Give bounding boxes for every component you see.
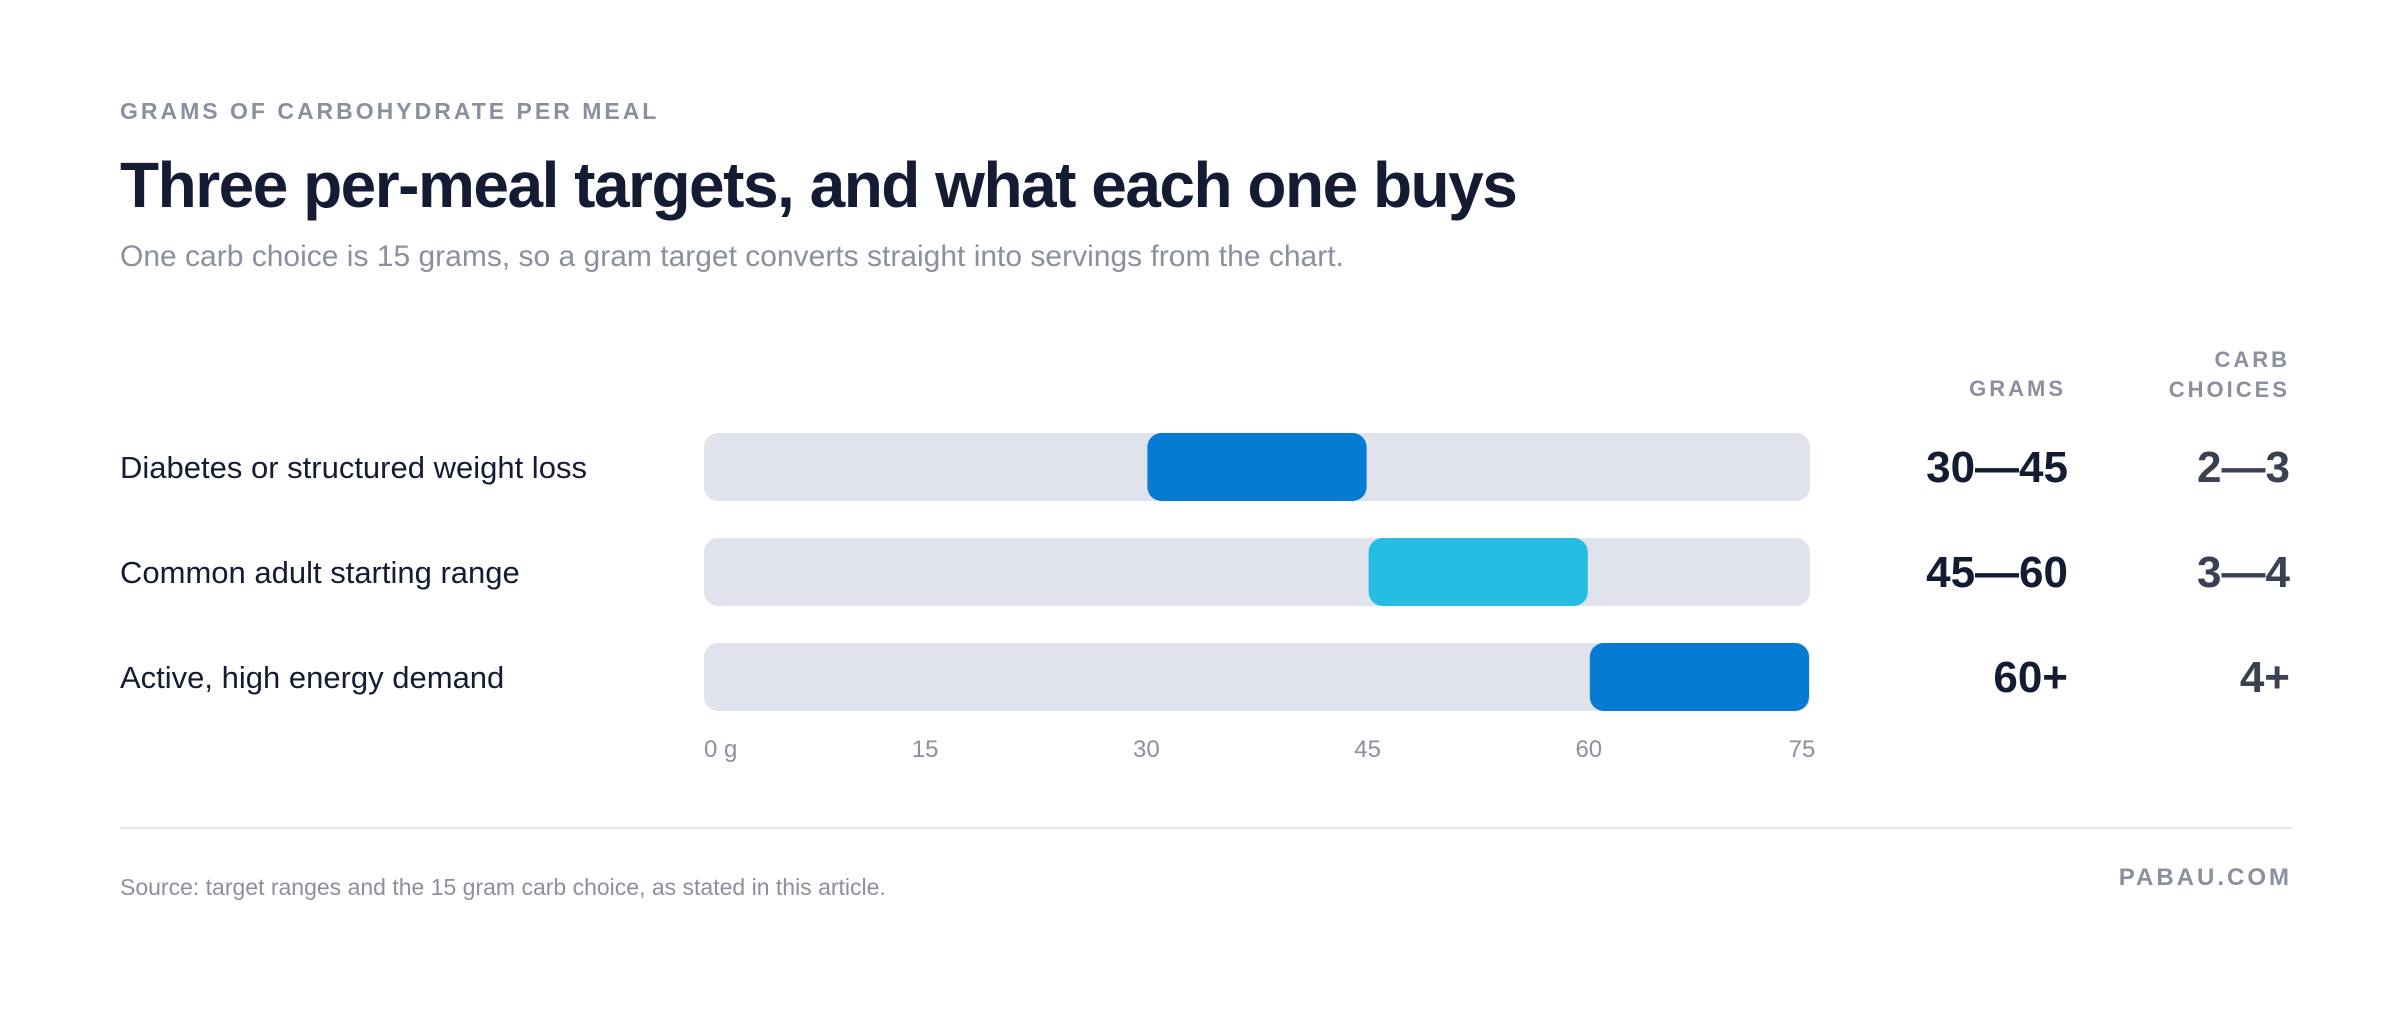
grams-value-diabetes: 30—45 <box>1926 443 2068 492</box>
row-label-common-adult: Common adult starting range <box>120 555 520 590</box>
range-bar-active <box>1589 643 1809 711</box>
grams-value-active: 60+ <box>1993 653 2068 702</box>
row-label-active: Active, high energy demand <box>120 660 505 695</box>
column-header-grams: GRAMS <box>1969 376 2066 401</box>
column-header-carb-choices-line1: CARB <box>2214 347 2290 372</box>
carb-choices-value-common-adult: 3—4 <box>2197 548 2290 597</box>
carb-choices-value-diabetes: 2—3 <box>2197 443 2290 492</box>
chart-title: Three per-meal targets, and what each on… <box>120 149 1518 221</box>
range-bar-common-adult <box>1368 538 1588 606</box>
bar-track-active <box>704 643 1810 711</box>
column-header-carb-choices-line2: CHOICES <box>2168 377 2290 402</box>
brand-label: PABAU.COM <box>2118 864 2292 891</box>
chart-eyebrow: GRAMS OF CARBOHYDRATE PER MEAL <box>120 98 660 124</box>
row-label-diabetes: Diabetes or structured weight loss <box>120 450 587 485</box>
source-note: Source: target ranges and the 15 gram ca… <box>120 874 886 900</box>
grams-value-common-adult: 45—60 <box>1926 548 2068 597</box>
carb-choices-value-active: 4+ <box>2239 653 2290 702</box>
column-header-carb-choices: CARB CHOICES <box>2130 345 2290 405</box>
footer-divider <box>120 827 2292 829</box>
range-bar-diabetes <box>1147 433 1367 501</box>
chart-subtitle: One carb choice is 15 grams, so a gram t… <box>120 240 1344 273</box>
bar-track-common-adult <box>704 538 1810 606</box>
